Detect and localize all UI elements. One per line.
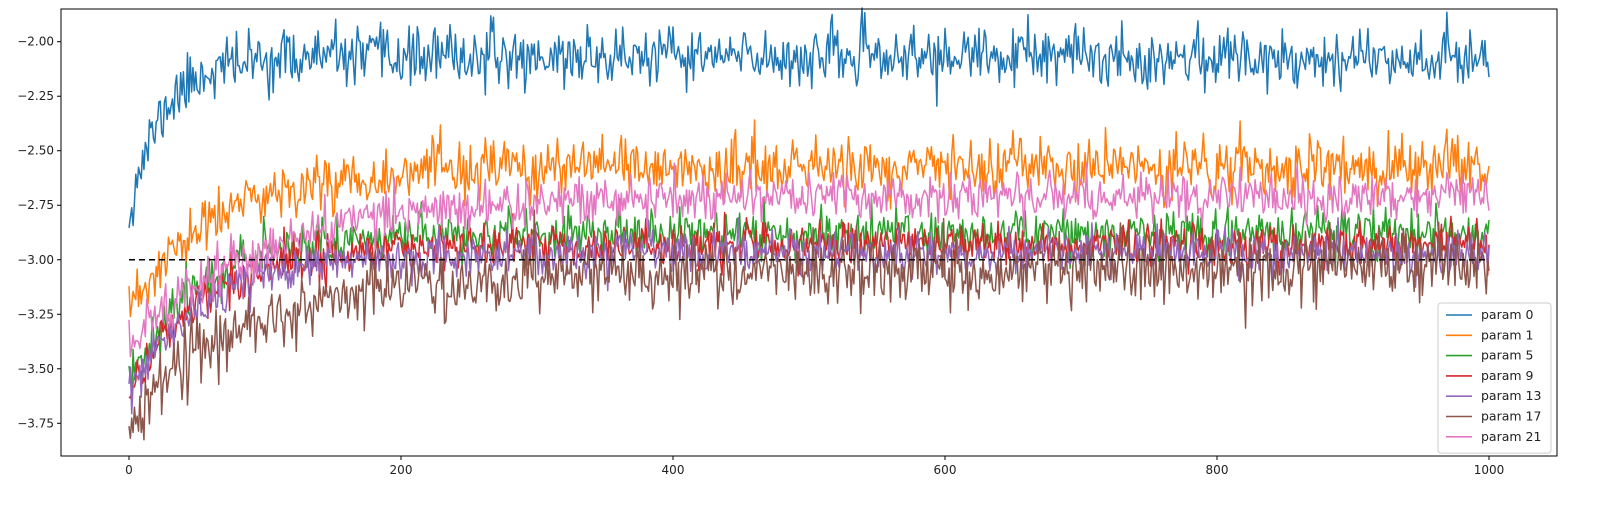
series-line-param-21 — [128, 162, 1490, 358]
x-tick-label: 600 — [934, 463, 957, 477]
y-tick-label: −3.75 — [17, 416, 54, 430]
x-tick-label: 200 — [390, 463, 413, 477]
y-tick-label: −3.50 — [17, 362, 54, 376]
legend-box — [1437, 302, 1552, 454]
plot-lines — [128, 7, 1490, 441]
y-tick-label: −2.75 — [17, 198, 54, 212]
series-line-param-5 — [128, 196, 1490, 394]
y-tick-label: −3.25 — [17, 307, 54, 321]
series-line-param-9 — [128, 211, 1490, 399]
plot-frame — [60, 8, 1558, 457]
y-tick-label: −2.00 — [17, 35, 54, 49]
legend-label: param 17 — [1481, 409, 1541, 424]
y-axis: −2.00 −2.25 −2.50 −2.75 −3.00 −3.25 −3.50 −3.75 — [17, 35, 61, 430]
legend: param 0 param 1 param 5 param 9 param 13 para… — [1437, 302, 1552, 454]
x-tick-label: 800 — [1206, 463, 1229, 477]
legend-label: param 0 — [1481, 307, 1534, 322]
legend-label: param 5 — [1481, 348, 1534, 363]
y-tick-label: −3.00 — [17, 253, 54, 267]
y-tick-label: −2.50 — [17, 144, 54, 158]
legend-label: param 1 — [1481, 327, 1534, 342]
x-tick-label: 0 — [125, 463, 133, 477]
y-tick-label: −2.25 — [17, 89, 54, 103]
series-line-param-17 — [128, 209, 1490, 441]
legend-label: param 21 — [1481, 429, 1541, 444]
legend-label: param 13 — [1481, 388, 1541, 403]
series-line-param-0 — [128, 7, 1490, 229]
series-line-param-1 — [128, 119, 1490, 318]
series-line-param-13 — [128, 216, 1490, 415]
x-tick-label: 400 — [662, 463, 685, 477]
x-axis: 0 200 400 600 800 1000 — [125, 456, 1504, 477]
legend-label: param 9 — [1481, 368, 1534, 383]
x-tick-label: 1000 — [1474, 463, 1505, 477]
